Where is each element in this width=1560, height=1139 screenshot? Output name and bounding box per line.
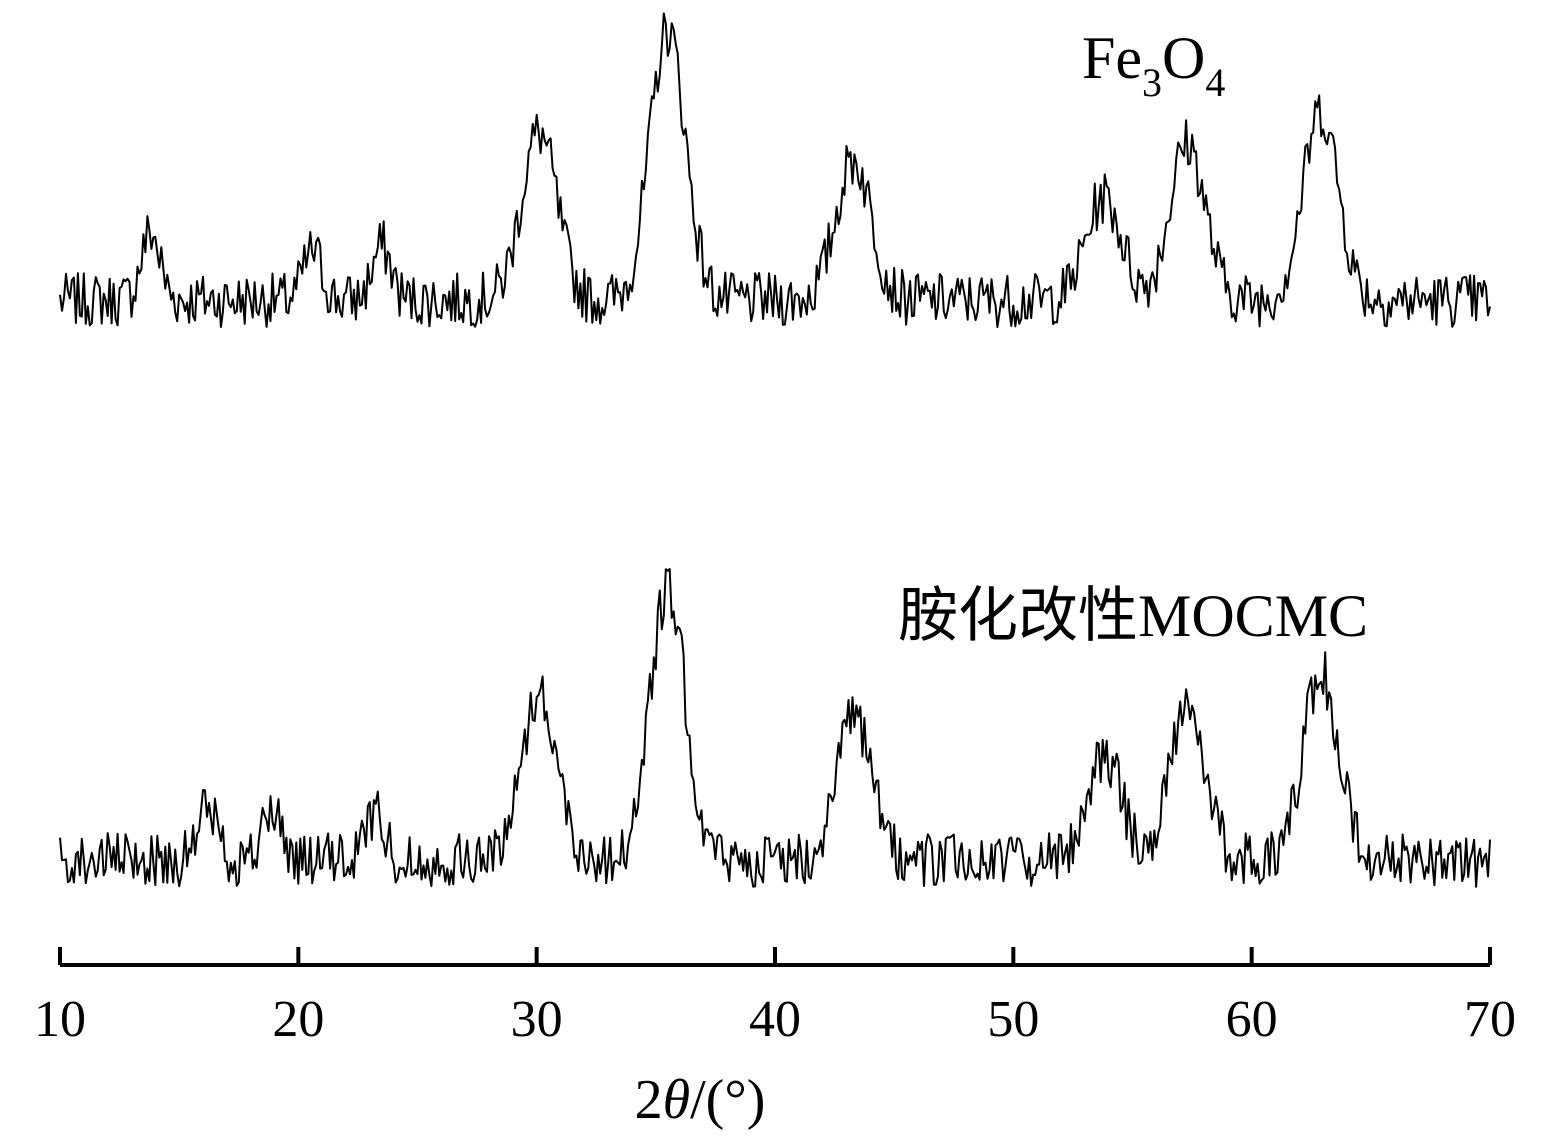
series-label-fe3o4: Fe3O4 bbox=[1082, 25, 1225, 105]
x-tick-label-70: 70 bbox=[1464, 991, 1516, 1048]
series-line-fe3o4 bbox=[59, 12, 1491, 328]
x-ticks: 10 20 30 40 50 60 70 bbox=[34, 947, 1516, 1048]
series-group bbox=[59, 12, 1491, 888]
x-tick-label-30: 30 bbox=[511, 991, 563, 1048]
x-tick-label-40: 40 bbox=[749, 991, 801, 1048]
x-tick-label-20: 20 bbox=[272, 991, 324, 1048]
x-axis: 10 20 30 40 50 60 70 bbox=[34, 947, 1516, 1048]
series-line-aminated-mocmc bbox=[59, 568, 1491, 888]
x-tick-label-10: 10 bbox=[34, 991, 86, 1048]
x-tick-label-50: 50 bbox=[987, 991, 1039, 1048]
x-tick-label-60: 60 bbox=[1226, 991, 1278, 1048]
x-axis-label: 2θ/(°) bbox=[635, 1069, 766, 1131]
series-label-aminated-mocmc: 胺化改性MOCMC bbox=[898, 583, 1368, 649]
